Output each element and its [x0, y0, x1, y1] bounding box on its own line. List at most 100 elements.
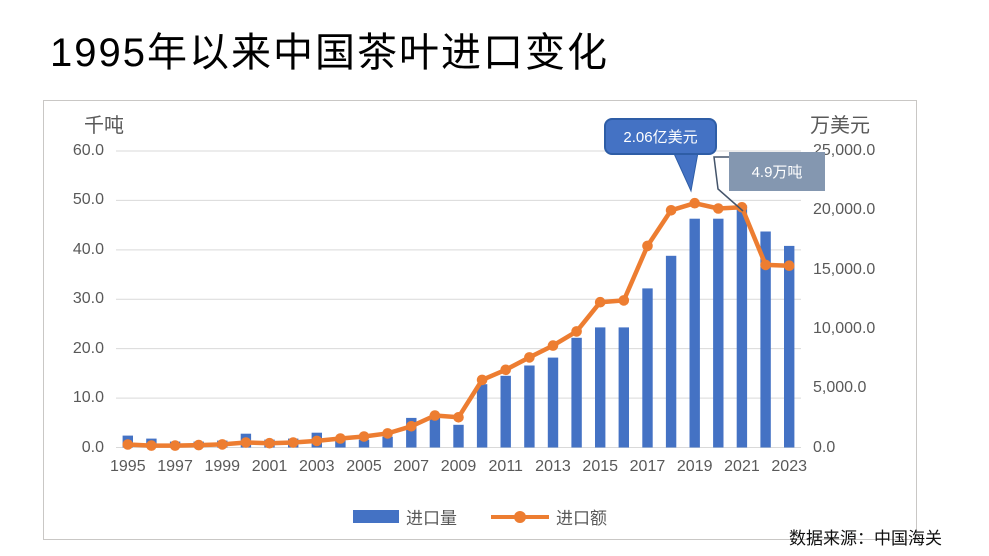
- import-value-line-marker: [287, 437, 299, 448]
- import-volume-bar: [217, 440, 228, 448]
- right-axis-tick-label: 15,000.0: [813, 260, 876, 278]
- import-value-line-marker: [500, 364, 512, 376]
- bar-series-swatch-icon: [353, 510, 399, 523]
- x-axis-tick-label: 1999: [204, 457, 241, 475]
- import-value-line-marker: [642, 240, 653, 252]
- import-volume-bar: [288, 438, 299, 448]
- left-axis-tick-label: 10.0: [72, 389, 104, 407]
- right-axis-tick-label: 25,000.0: [813, 142, 876, 159]
- x-axis-tick-label: 2013: [535, 457, 571, 475]
- left-axis-tick-label: 0.0: [81, 438, 104, 456]
- x-axis-tick-label: 2021: [724, 457, 760, 475]
- import-value-line-marker: [335, 433, 346, 444]
- import-value-line-marker: [217, 439, 228, 450]
- left-axis-tick-label: 30.0: [72, 290, 104, 308]
- import-value-line-marker: [689, 197, 700, 209]
- legend-item-import-value: 进口额: [491, 504, 607, 529]
- right-axis-unit-label: 万美元: [810, 115, 870, 137]
- import-value-line: [125, 200, 792, 448]
- page-title: 1995年以来中国茶叶进口变化: [50, 31, 609, 75]
- chart-container: 千吨 万美元 2.06亿美元 4.9万吨 进口量 进口额 60.0 50.0 40.…: [43, 100, 917, 540]
- import-value-line-marker: [240, 437, 252, 448]
- import-value-line-marker: [311, 435, 323, 447]
- x-axis-tick-label: 2007: [393, 457, 430, 475]
- import-volume-bar: [618, 327, 629, 448]
- import-value-line-marker: [169, 440, 181, 451]
- import-volume-bar: [406, 417, 417, 448]
- annotation-callout-import-value: 2.06亿美元: [604, 118, 717, 155]
- legend-label-import-volume: 进口量: [406, 509, 457, 528]
- import-value-line-marker: [760, 259, 771, 271]
- x-axis-tick-label: 2015: [582, 457, 619, 475]
- x-axis-tick-label: 2019: [676, 457, 713, 475]
- import-value-line-marker: [524, 352, 535, 363]
- import-value-line-marker: [618, 295, 630, 306]
- x-axis-tick-label: 2009: [440, 457, 477, 475]
- chart-legend: 进口量 进口额: [44, 504, 916, 529]
- left-axis-unit-label: 千吨: [84, 115, 124, 137]
- right-axis-tick-label: 20,000.0: [813, 201, 876, 219]
- import-volume-bar: [193, 441, 204, 448]
- x-axis-tick-label: 2017: [629, 457, 666, 475]
- import-volume-bar: [571, 337, 582, 448]
- right-axis-tick-label: 0.0: [813, 438, 836, 456]
- import-volume-bar: [547, 357, 559, 448]
- import-value-line-marker: [264, 437, 275, 449]
- import-value-line-marker: [547, 340, 559, 351]
- x-axis-tick-label: 2003: [298, 457, 335, 475]
- legend-item-import-volume: 进口量: [353, 504, 457, 529]
- left-axis-tick-label: 20.0: [72, 339, 104, 357]
- right-axis-tick-label: 5,000.0: [813, 379, 867, 397]
- legend-label-import-value: 进口额: [556, 509, 607, 528]
- import-volume-bar: [689, 218, 700, 448]
- import-value-line-marker: [382, 428, 393, 439]
- import-volume-bar: [358, 439, 370, 448]
- import-volume-bar: [169, 441, 181, 448]
- import-value-line-marker: [453, 412, 464, 423]
- import-value-line-marker: [406, 421, 417, 432]
- import-value-line-marker: [358, 431, 370, 442]
- import-value-line-marker: [736, 202, 748, 213]
- import-volume-bar: [500, 375, 511, 448]
- import-volume-bar: [311, 432, 322, 448]
- import-volume-bar: [736, 205, 748, 448]
- import-value-line-marker: [665, 205, 677, 216]
- import-volume-bar: [453, 424, 464, 448]
- import-value-line-marker: [571, 326, 582, 337]
- import-volume-bar: [429, 414, 441, 448]
- import-value-line-marker: [713, 203, 724, 214]
- import-volume-bar: [595, 327, 606, 448]
- line-series-swatch-icon: [491, 510, 549, 524]
- annotation-box-import-volume: 4.9万吨: [729, 152, 825, 191]
- import-volume-bar: [240, 433, 252, 448]
- import-value-line-marker: [146, 440, 157, 451]
- x-axis-tick-label: 1995: [110, 457, 146, 475]
- import-volume-bar: [264, 439, 275, 448]
- data-source-note: 数据来源：中国海关: [789, 529, 942, 548]
- left-axis-tick-label: 50.0: [72, 191, 104, 209]
- import-volume-bar: [784, 245, 795, 448]
- import-volume-bar: [642, 288, 653, 448]
- import-value-line-marker: [476, 374, 488, 386]
- import-value-line-marker: [429, 410, 441, 421]
- left-axis-tick-label: 40.0: [72, 240, 104, 258]
- x-axis-tick-label: 2005: [346, 457, 382, 475]
- import-value-line-marker: [122, 439, 134, 450]
- import-volume-bar: [146, 438, 157, 448]
- import-volume-bar: [122, 435, 133, 448]
- import-volume-bar: [665, 255, 677, 448]
- left-axis-tick-label: 60.0: [72, 142, 104, 159]
- import-volume-bar: [382, 436, 393, 448]
- import-volume-bar: [760, 231, 771, 448]
- x-axis-tick-label: 2001: [251, 457, 288, 475]
- x-axis-tick-label: 1997: [157, 457, 193, 475]
- x-axis-tick-label: 2011: [488, 457, 523, 475]
- x-axis-tick-label: 2023: [771, 457, 807, 475]
- import-volume-bar: [713, 218, 724, 448]
- import-value-line-marker: [783, 260, 795, 271]
- import-volume-bar: [476, 384, 488, 448]
- import-volume-bar: [335, 438, 346, 448]
- import-value-line-marker: [193, 439, 204, 451]
- import-volume-bar: [524, 365, 535, 448]
- right-axis-tick-label: 10,000.0: [813, 319, 876, 337]
